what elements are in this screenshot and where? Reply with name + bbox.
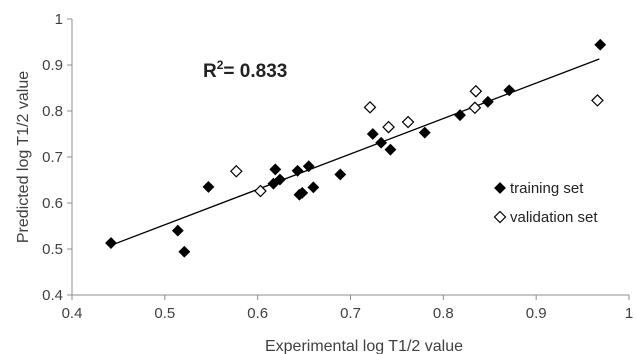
- training-set-point: [269, 163, 282, 176]
- y-tick-label: 0.9: [42, 57, 63, 74]
- legend: training set validation set: [493, 180, 598, 226]
- x-tick-label: 0.7: [340, 305, 361, 322]
- x-tick-label: 0.8: [433, 305, 454, 322]
- r-squared-letter: R: [203, 61, 217, 82]
- y-axis-ticks: 0.4 0.5 0.6 0.7 0.8 0.9 1: [42, 11, 72, 304]
- x-axis-title: Experimental log T1/2 value: [265, 338, 463, 354]
- training-set-point: [375, 136, 388, 149]
- validation-set-point: [469, 84, 483, 98]
- training-set-point: [594, 38, 607, 51]
- training-set-point: [171, 224, 184, 237]
- y-tick-label: 0.6: [42, 195, 63, 212]
- validation-set-point: [363, 100, 377, 114]
- training-set-point: [481, 95, 494, 108]
- y-tick-label: 0.5: [42, 241, 63, 258]
- training-set-point: [274, 173, 286, 186]
- y-tick-label: 0.8: [42, 103, 63, 120]
- training-set-point: [296, 186, 309, 199]
- legend-marker-training-set: [494, 182, 506, 194]
- x-tick-label: 1: [625, 305, 633, 322]
- training-set-point: [307, 181, 320, 194]
- training-set-point: [384, 143, 397, 156]
- training-set-point: [302, 160, 315, 173]
- training-set-point: [202, 180, 215, 193]
- validation-set-point: [591, 94, 604, 107]
- legend-label-training-set: training set: [510, 180, 584, 197]
- x-tick-label: 0.9: [526, 305, 547, 322]
- r-squared-superscript: 2: [217, 58, 224, 72]
- trendline: [110, 58, 600, 246]
- training-set-point: [503, 84, 516, 97]
- y-axis-title: Predicted log T1/2 value: [15, 71, 32, 243]
- training-set-point: [418, 126, 431, 139]
- legend-marker-validation-set: [493, 210, 507, 224]
- y-tick-label: 0.4: [42, 287, 63, 304]
- legend-label-validation-set: validation set: [510, 209, 598, 226]
- training-set-point: [454, 109, 466, 122]
- training-set-point: [366, 128, 379, 140]
- data-points: [105, 38, 607, 258]
- validation-set-point: [254, 184, 267, 198]
- x-tick-label: 0.4: [62, 305, 83, 322]
- r-squared-annotation: R2= 0.833: [203, 58, 287, 82]
- training-set-point: [178, 245, 191, 258]
- y-tick-label: 0.7: [42, 149, 63, 166]
- validation-set-point: [382, 120, 395, 134]
- validation-set-point: [468, 101, 482, 115]
- x-tick-label: 0.5: [154, 305, 175, 322]
- x-axis-ticks: 0.4 0.5 0.6 0.7 0.8 0.9 1: [62, 295, 633, 322]
- validation-set-point: [229, 164, 243, 178]
- axes: [71, 19, 629, 296]
- training-set-point: [291, 164, 304, 177]
- y-tick-label: 1: [55, 11, 63, 28]
- training-set-point: [105, 237, 117, 249]
- training-set-point: [334, 168, 347, 181]
- r-squared-value: = 0.833: [223, 61, 287, 82]
- validation-set-point: [401, 115, 415, 129]
- x-tick-label: 0.6: [247, 305, 268, 322]
